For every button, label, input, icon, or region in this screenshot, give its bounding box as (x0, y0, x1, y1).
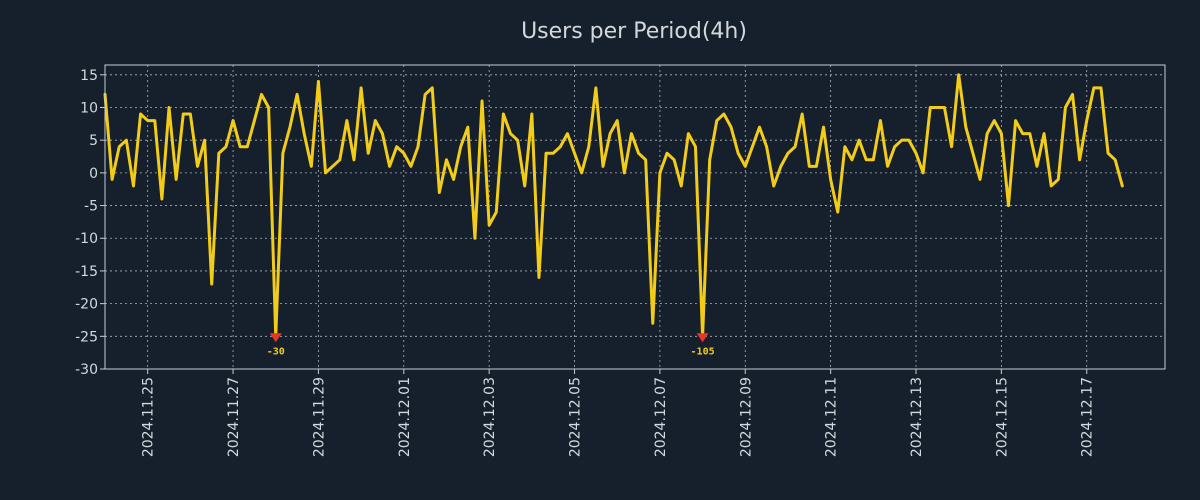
y-tick-label: -10 (75, 231, 98, 247)
x-tick-label: 2024.11.27 (226, 377, 242, 457)
clipped-value-label: -30 (267, 346, 285, 357)
series-line (103, 73, 1124, 338)
plot-frame (104, 64, 1166, 370)
x-tick-label: 2024.12.15 (994, 377, 1010, 457)
x-tick-label: 2024.11.25 (141, 377, 157, 457)
y-tick-label: 15 (80, 68, 98, 84)
x-tick-label: 2024.12.07 (653, 377, 669, 457)
x-tick-label: 2024.12.03 (482, 377, 498, 457)
y-tick-label: -20 (75, 297, 98, 313)
x-tick-label: 2024.12.13 (909, 377, 925, 457)
y-tick-label: -25 (75, 329, 98, 345)
y-tick-label: -15 (75, 264, 98, 280)
y-tick-label: 5 (89, 133, 98, 149)
clipped-value-label: -105 (691, 346, 715, 357)
chart-title: Users per Period(4h) (521, 19, 747, 44)
y-tick-label: 0 (89, 166, 98, 182)
x-tick-label: 2024.12.01 (397, 377, 413, 457)
series-layer (103, 73, 1124, 338)
annotations: -30 -105 (267, 333, 715, 357)
x-tick-label: 2024.12.09 (738, 377, 754, 457)
y-tick-label: -5 (84, 199, 98, 215)
x-tick-label: 2024.11.29 (311, 377, 327, 457)
axes: 15 10 5 0 -5 -10 -15 -20 -25 -30 2024.11.25 2024.11… (75, 68, 1096, 457)
y-tick-label: -30 (75, 362, 98, 378)
x-tick-label: 2024.12.11 (824, 377, 840, 457)
clipped-value-marker (696, 333, 709, 343)
y-tick-label: 10 (80, 100, 98, 116)
clipped-value-marker (269, 333, 282, 343)
x-tick-label: 2024.12.05 (568, 377, 584, 457)
x-tick-label: 2024.12.17 (1080, 377, 1096, 457)
